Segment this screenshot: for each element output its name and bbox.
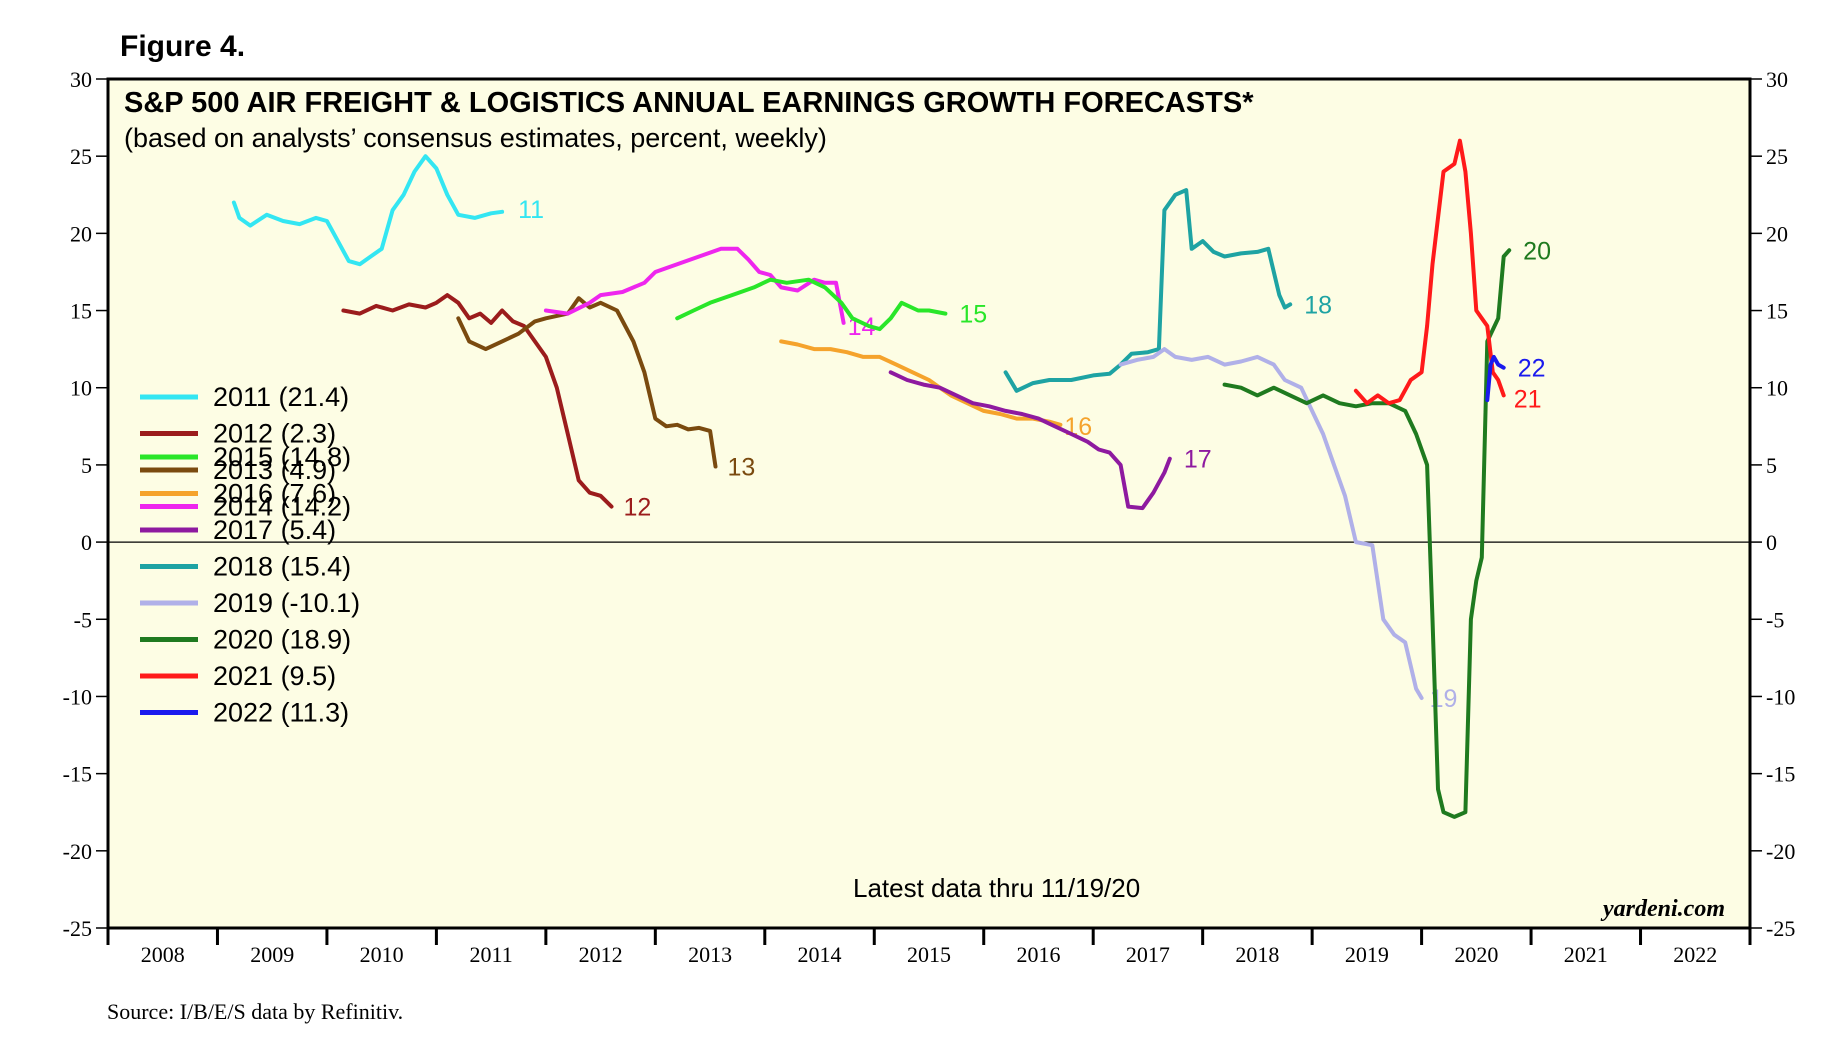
legend-label-2020: 2020 (18.9): [213, 625, 351, 655]
y-tick-label-right: 20: [1766, 221, 1788, 246]
y-tick-label-left: -5: [74, 607, 92, 632]
y-tick-label-right: -25: [1766, 916, 1795, 941]
legend: 2011 (21.4) 2012 (2.3) 2013 (4.9) 2014 (14.…: [140, 382, 360, 728]
y-tick-label-right: 25: [1766, 144, 1788, 169]
legend-label-2015: 2015 (14.8): [213, 442, 351, 472]
series-line-2013: [456, 296, 718, 469]
series-end-label-2015: 15: [959, 301, 987, 329]
series-line-2015: [675, 277, 948, 332]
series-line-2012: [341, 293, 614, 509]
x-tick-label: 2012: [579, 942, 623, 967]
series-end-label-2011: 11: [518, 196, 544, 224]
legend-label-2022: 2022 (11.3): [213, 698, 349, 728]
legend-label-2019: 2019 (-10.1): [213, 588, 360, 618]
series-end-label-2020: 20: [1523, 237, 1551, 265]
series-line-2019: [1118, 347, 1424, 700]
series-end-label-2013: 13: [728, 453, 756, 481]
y-tick-label-right: 0: [1766, 530, 1777, 555]
series-end-label-2018: 18: [1304, 291, 1332, 319]
legend-label-2013: 2013 (4.9): [213, 455, 336, 485]
series-line-2022: [1485, 354, 1506, 403]
latest-data-note: Latest data thru 11/19/20: [853, 873, 1140, 903]
legend-label-2021: 2021 (9.5): [213, 661, 336, 691]
y-tick-label-left: -25: [63, 916, 92, 941]
y-tick-label-right: 10: [1766, 376, 1788, 401]
y-tick-label-right: 30: [1766, 67, 1788, 92]
y-axis-left: 30 25 20 15 10 5 0 -5 -10 -15 -20 -25: [63, 67, 108, 941]
legend-label-2017: 2017 (5.4): [213, 515, 336, 545]
chart-title: S&P 500 AIR FREIGHT & LOGISTICS ANNUAL E…: [124, 87, 1254, 119]
y-axis-right: 30 25 20 15 10 5 0 -5 -10 -15 -20 -25: [1750, 67, 1795, 941]
x-tick-label: 2017: [1126, 942, 1170, 967]
chart-subtitle: (based on analysts’ consensus estimates,…: [124, 123, 827, 153]
legend-label-2018: 2018 (15.4): [213, 552, 351, 582]
legend-label-2014: 2014 (14.2): [213, 492, 351, 522]
x-tick-label: 2008: [141, 942, 185, 967]
y-tick-label-left: 20: [70, 221, 92, 246]
series-end-label-2022: 22: [1518, 355, 1546, 383]
brand-label: yardeni.com: [1600, 896, 1725, 922]
figure-label: Figure 4.: [120, 30, 245, 63]
x-tick-label: 2016: [1016, 942, 1060, 967]
x-tick-label: 2009: [250, 942, 294, 967]
y-tick-label-left: 0: [81, 530, 92, 555]
x-tick-label: 2022: [1673, 942, 1717, 967]
x-tick-label: 2019: [1345, 942, 1389, 967]
y-tick-label-left: 10: [70, 376, 92, 401]
x-tick-label: 2018: [1235, 942, 1279, 967]
series-line-2017: [888, 370, 1172, 511]
series-end-label-2012: 12: [624, 494, 652, 522]
y-tick-label-right: -5: [1766, 607, 1784, 632]
x-tick-label: 2013: [688, 942, 732, 967]
y-tick-label-right: 5: [1766, 453, 1777, 478]
plot-area: [106, 77, 1752, 930]
x-tick-label: 2014: [798, 942, 842, 967]
series-line-2021: [1353, 138, 1506, 406]
legend-label-2016: 2016 (7.6): [213, 479, 336, 509]
series-end-label-2017: 17: [1184, 446, 1212, 474]
series-line-2016: [779, 339, 1063, 427]
y-tick-label-left: -20: [63, 839, 92, 864]
y-tick-label-left: -15: [63, 762, 92, 787]
y-tick-label-left: 5: [81, 453, 92, 478]
y-tick-label-left: -10: [63, 684, 92, 709]
x-tick-label: 2010: [360, 942, 404, 967]
x-tick-label: 2020: [1454, 942, 1498, 967]
source-note: Source: I/B/E/S data by Refinitiv.: [107, 999, 403, 1024]
y-tick-label-left: 25: [70, 144, 92, 169]
y-tick-label-right: -15: [1766, 762, 1795, 787]
y-tick-label-left: 30: [70, 67, 92, 92]
series-end-label-2021: 21: [1514, 385, 1542, 413]
series-line-2018: [1003, 188, 1293, 393]
legend-label-2011: 2011 (21.4): [213, 382, 349, 412]
series-line-2020: [1222, 248, 1512, 819]
y-tick-label-right: 15: [1766, 299, 1788, 324]
y-tick-label-right: -20: [1766, 839, 1795, 864]
y-tick-label-right: -10: [1766, 684, 1795, 709]
legend-label-2012: 2012 (2.3): [213, 419, 336, 449]
x-tick-label: 2021: [1564, 942, 1608, 967]
x-axis: 2008 2009 2010 2011 2012 2013 2014 2015 2016 2017…: [106, 928, 1752, 967]
y-tick-label-left: 15: [70, 299, 92, 324]
x-tick-label: 2015: [907, 942, 951, 967]
series-line-2011: [231, 154, 505, 267]
x-tick-label: 2011: [470, 942, 513, 967]
